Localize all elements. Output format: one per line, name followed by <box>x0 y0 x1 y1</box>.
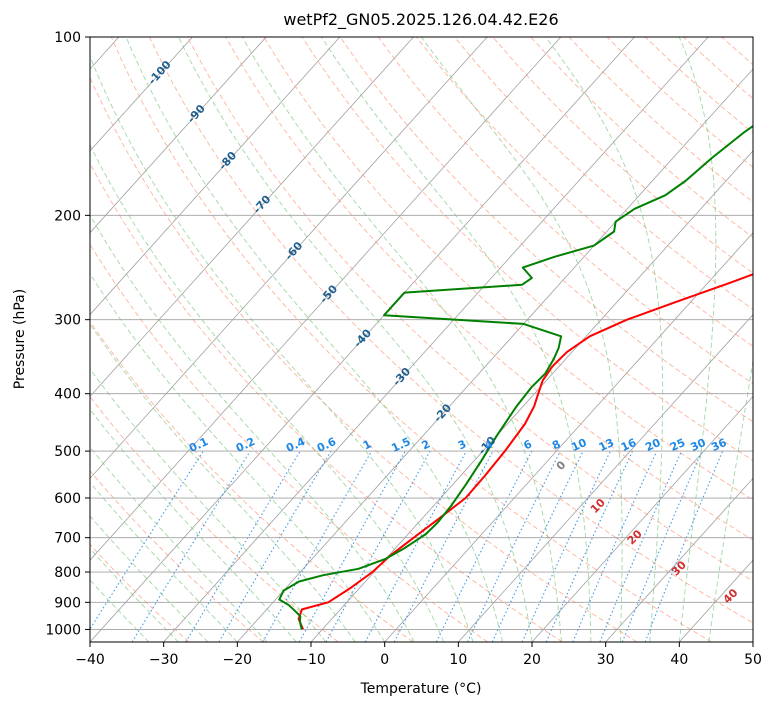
dry-adiabat-line <box>187 37 753 582</box>
mixing-ratio-line <box>572 450 658 642</box>
y-tick-label: 200 <box>54 208 81 224</box>
moist-adiabat-line <box>125 37 503 642</box>
y-axis-label: Pressure (hPa) <box>12 289 28 389</box>
dry-adiabat-line <box>339 37 753 423</box>
x-tick-label: 0 <box>380 652 389 668</box>
y-tick-label: 100 <box>54 30 81 46</box>
isotherm-line <box>384 232 753 642</box>
x-axis: −40 −30 −20 −10 0 10 20 30 40 50 <box>75 642 762 668</box>
moist-adiabat-line <box>678 37 717 642</box>
x-axis-label: Temperature (°C) <box>360 681 482 697</box>
x-tick-label: −10 <box>296 652 326 668</box>
moist-adiabat-line <box>90 515 209 642</box>
mixing-ratio-line <box>621 450 703 642</box>
y-tick-label: 700 <box>54 531 81 547</box>
mixing-ratio-line <box>435 450 533 642</box>
dry-adiabat-line <box>90 243 488 642</box>
x-tick-label: −20 <box>223 652 253 668</box>
isotherm-line <box>90 37 635 642</box>
mixing-ratio-label: 30 <box>689 436 709 454</box>
dry-adiabat-line <box>263 37 753 501</box>
x-tick-label: 30 <box>597 652 615 668</box>
x-tick-label: 10 <box>449 652 467 668</box>
moist-adiabat-line <box>90 55 474 642</box>
line-labels: -100-90-80-70-60-50-40-30-20-100.1 0.2 0.4… <box>146 58 741 606</box>
mixing-ratio-line <box>298 450 406 642</box>
moist-adiabat-line <box>178 37 533 642</box>
isotherm-line <box>531 395 753 642</box>
mixing-ratio-line <box>364 450 467 642</box>
y-tick-label: 400 <box>54 387 81 403</box>
isotherm-line <box>90 37 562 561</box>
dry-adiabat-line <box>225 37 753 541</box>
mixing-ratio-label: 25 <box>668 436 687 454</box>
moist-adiabat-line <box>90 547 179 642</box>
isotherm-line <box>90 37 414 398</box>
moist-adiabat-line <box>90 214 415 642</box>
isotherm-line <box>163 37 709 642</box>
dry-adiabat-line <box>90 162 563 642</box>
background-lines <box>90 37 753 642</box>
isotherm-line <box>237 68 753 642</box>
mixing-ratio-label: 36 <box>709 436 729 454</box>
x-tick-label: −30 <box>149 652 179 668</box>
y-tick-label: 900 <box>54 595 81 611</box>
dry-adiabat-line <box>90 470 264 642</box>
isotherm-line <box>458 313 753 642</box>
chart-title: wetPf2_GN05.2025.126.04.42.E26 <box>283 10 558 30</box>
moist-adiabat-line <box>242 37 562 642</box>
moist-adiabat-line <box>321 37 592 642</box>
x-tick-label: 20 <box>523 652 541 668</box>
plot-area <box>90 37 753 642</box>
y-tick-label: 800 <box>54 565 81 581</box>
dry-adiabat-line <box>110 37 712 642</box>
sounding-profiles <box>278 124 753 630</box>
moist-adiabat-line <box>90 446 268 642</box>
mixing-ratio-line <box>90 450 204 630</box>
temperature-profile <box>297 273 753 630</box>
mixing-ratio-line <box>644 450 724 642</box>
moist-adiabat-line <box>90 481 238 642</box>
moist-adiabat-line <box>421 37 623 642</box>
x-tick-label: 40 <box>670 652 688 668</box>
isotherm-line <box>90 37 267 234</box>
isotherm-line <box>90 37 193 152</box>
mixing-ratio-label: 16 <box>619 436 639 454</box>
plot-frame <box>89 36 754 643</box>
moist-adiabat-line <box>90 408 297 642</box>
moist-adiabat-line <box>708 358 753 642</box>
moist-adiabat-line <box>90 323 356 642</box>
dry-adiabat-line <box>454 37 753 310</box>
isotherm-line <box>605 477 753 642</box>
mixing-ratio-label: 13 <box>597 436 616 454</box>
y-tick-label: 300 <box>54 313 81 329</box>
dry-adiabat-line <box>90 320 414 642</box>
y-tick-label: 500 <box>54 444 81 460</box>
mixing-ratio-line <box>325 450 431 642</box>
dry-adiabat-line <box>377 37 753 385</box>
dry-adiabat-line <box>148 37 753 624</box>
mixing-ratio-line <box>545 450 633 642</box>
y-tick-label: 1000 <box>45 622 81 638</box>
isotherm-line <box>90 37 488 479</box>
mixing-ratio-line <box>131 450 251 642</box>
x-tick-label: −40 <box>75 652 105 668</box>
mixing-ratio-label: 20 <box>643 436 663 454</box>
moist-adiabat-line <box>90 272 386 642</box>
mixing-ratio-label: 10 <box>569 436 589 454</box>
moist-adiabat-line <box>545 37 664 642</box>
y-tick-label: 600 <box>54 491 81 507</box>
moist-adiabat-line <box>90 579 150 642</box>
dry-adiabat-line <box>90 76 638 642</box>
mixing-ratio-line <box>599 450 682 642</box>
isotherm-line <box>90 37 341 316</box>
dewpoint-profile <box>278 124 753 630</box>
x-tick-label: 50 <box>744 652 762 668</box>
y-axis: 100 200 300 400 500 600 700 800 900 1000 <box>45 30 90 638</box>
